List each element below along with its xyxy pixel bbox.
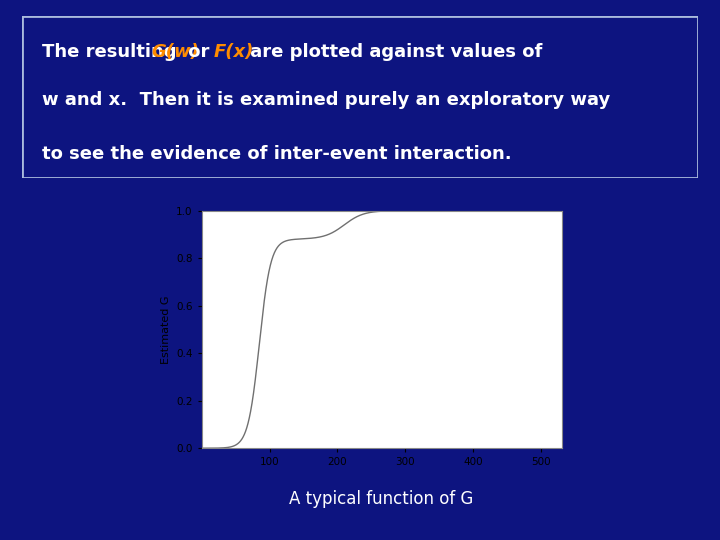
Text: F(x): F(x) [213, 43, 253, 61]
Y-axis label: Estimated G: Estimated G [161, 295, 171, 363]
Text: w and x.  Then it is examined purely an exploratory way: w and x. Then it is examined purely an e… [42, 91, 610, 110]
Text: A typical function of G: A typical function of G [289, 490, 474, 509]
Text: The resulting: The resulting [42, 43, 183, 61]
FancyBboxPatch shape [22, 16, 698, 178]
Text: are plotted against values of: are plotted against values of [244, 43, 543, 61]
Text: G(w): G(w) [151, 43, 199, 61]
Text: or: or [182, 43, 215, 61]
Text: to see the evidence of inter-event interaction.: to see the evidence of inter-event inter… [42, 145, 511, 163]
